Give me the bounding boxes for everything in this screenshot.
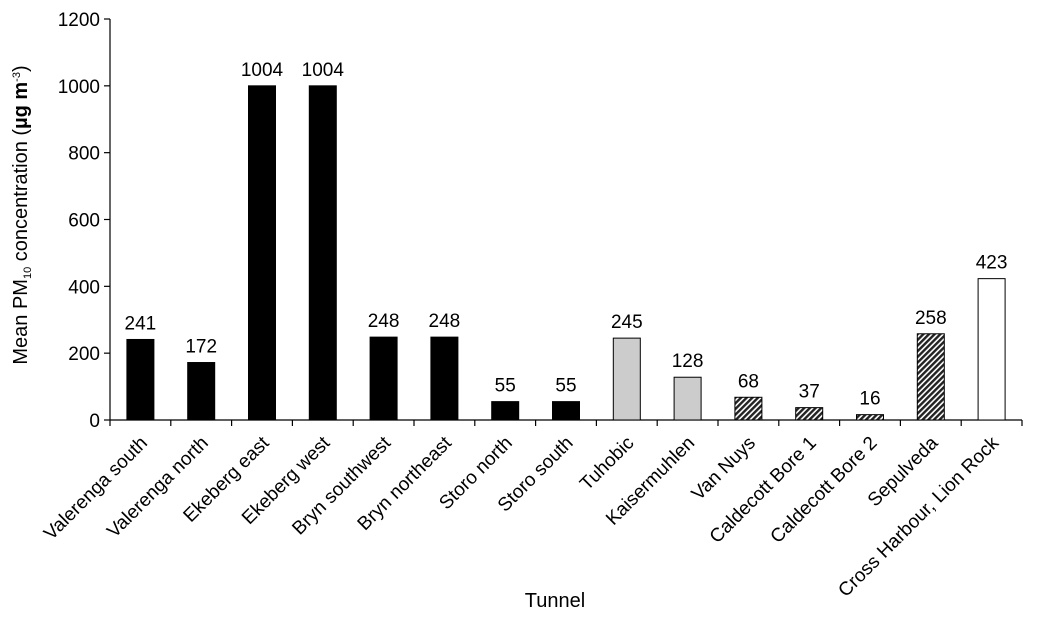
x-axis-title: Tunnel (525, 590, 585, 612)
bar (248, 85, 276, 421)
bar (734, 396, 763, 421)
category-label: Caldecott Bore 2 (767, 433, 882, 548)
bar (916, 333, 945, 421)
data-label: 37 (799, 382, 820, 403)
category-label: Caldecott Bore 1 (706, 433, 821, 548)
y-axis-title: Mean PM10 concentration (µg m-3) (10, 65, 34, 364)
bar (612, 337, 641, 421)
y-tick-label: 600 (68, 211, 100, 232)
bar (795, 407, 824, 421)
bar (187, 362, 216, 421)
y-axis-title-sub: 10 (22, 267, 34, 279)
data-label: 1004 (241, 60, 284, 81)
bar (552, 401, 580, 421)
bar (126, 338, 155, 421)
y-tick-label: 400 (68, 277, 100, 298)
y-tick-label: 800 (68, 144, 100, 165)
data-label: 55 (555, 376, 576, 397)
y-tick-label: 1000 (58, 77, 100, 98)
bar (977, 278, 1006, 421)
y-axis-title-post: ) (10, 65, 32, 72)
data-label: 68 (738, 371, 759, 392)
y-axis-title-mid: concentration ( (10, 129, 32, 267)
data-label: 172 (185, 337, 217, 358)
category-label: Valerenga south (40, 433, 152, 545)
bar (369, 336, 398, 421)
y-tick-label: 0 (89, 411, 100, 432)
data-label: 1004 (302, 60, 345, 81)
y-tick-label: 200 (68, 344, 100, 365)
data-label: 16 (859, 389, 880, 410)
bar (430, 336, 459, 421)
bar (673, 376, 702, 421)
data-label: 128 (672, 351, 704, 372)
y-axis-title-pre: Mean PM (10, 279, 32, 365)
data-label: 423 (976, 253, 1008, 274)
data-label: 241 (125, 313, 157, 334)
data-label: 55 (495, 376, 516, 397)
data-label: 245 (611, 312, 643, 333)
bar (491, 401, 520, 421)
data-label: 258 (915, 308, 947, 329)
y-axis-title-mu: µg m (10, 82, 32, 129)
data-label: 248 (368, 311, 400, 332)
data-label: 248 (429, 311, 461, 332)
y-axis-title-sup: -3 (11, 72, 23, 82)
y-tick-label: 1200 (58, 10, 100, 31)
category-label: Tuhobic (576, 433, 638, 495)
bar (856, 414, 884, 421)
bar (308, 85, 337, 421)
